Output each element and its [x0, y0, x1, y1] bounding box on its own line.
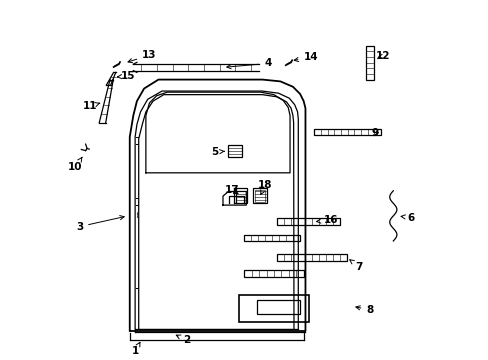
- Text: 11: 11: [82, 102, 100, 112]
- Text: 7: 7: [349, 260, 362, 272]
- Text: 8: 8: [355, 305, 373, 315]
- Text: 1: 1: [131, 342, 140, 356]
- Bar: [244, 234, 300, 241]
- Bar: [276, 254, 346, 261]
- Text: 6: 6: [400, 213, 414, 222]
- Text: 9: 9: [371, 129, 378, 138]
- Bar: [314, 129, 380, 135]
- Bar: [239, 295, 308, 321]
- Text: 17: 17: [224, 185, 239, 195]
- Bar: [228, 145, 242, 157]
- Text: 5: 5: [211, 147, 224, 157]
- Text: 14: 14: [294, 52, 318, 62]
- Bar: [366, 45, 373, 80]
- Bar: [244, 270, 303, 277]
- Text: 12: 12: [375, 51, 389, 61]
- Text: 10: 10: [68, 157, 82, 172]
- Text: 4: 4: [226, 58, 271, 69]
- Bar: [276, 219, 339, 225]
- Bar: [257, 300, 300, 315]
- Text: 18: 18: [258, 180, 272, 194]
- Text: 16: 16: [316, 215, 337, 225]
- Text: 2: 2: [176, 335, 190, 345]
- Bar: [235, 188, 246, 203]
- Bar: [255, 190, 265, 202]
- Text: 13: 13: [128, 50, 156, 63]
- Text: 15: 15: [117, 71, 135, 81]
- Text: 3: 3: [76, 216, 124, 231]
- Bar: [253, 188, 266, 203]
